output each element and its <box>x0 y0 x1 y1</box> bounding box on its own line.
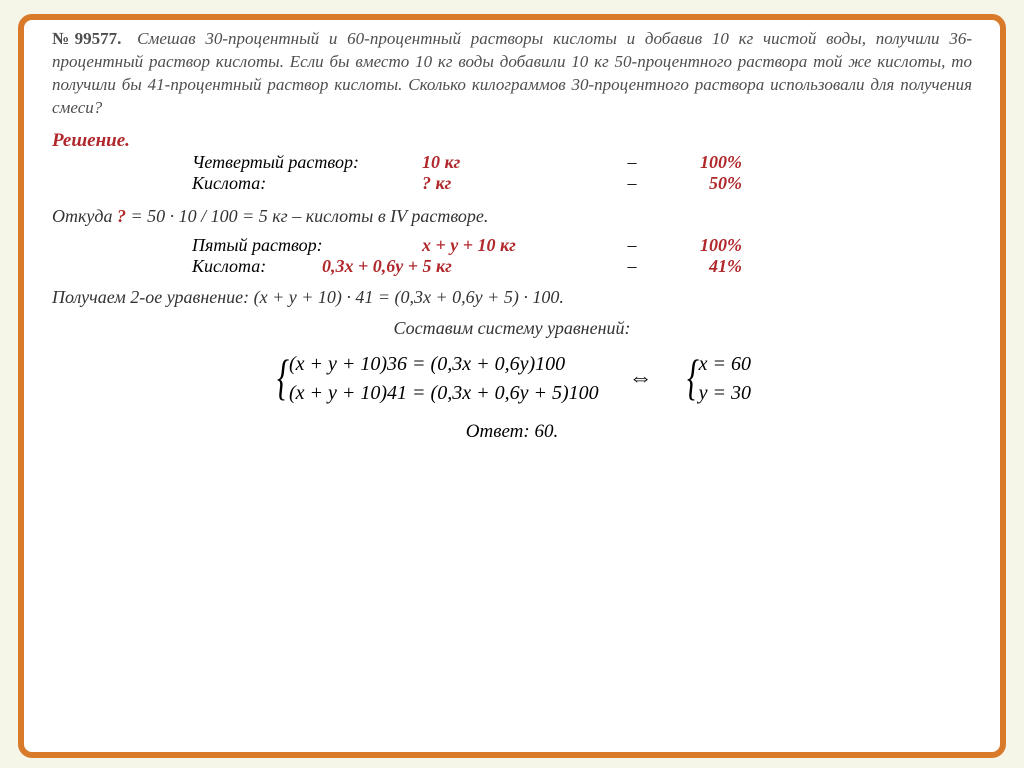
dash: – <box>612 152 652 173</box>
percent: 41% <box>652 256 742 277</box>
system-eq2: (x + y + 10)41 = (0,3x + 0,6y + 5)100 <box>289 382 599 405</box>
label: Пятый раствор: <box>192 235 422 256</box>
solution4-row1: Четвертый раствор: 10 кг – 100% <box>192 152 972 173</box>
label: Кислота: <box>192 256 322 277</box>
solution-heading: Решение. <box>52 130 972 152</box>
calc-rest: = 50 · 10 / 100 = 5 кг – кислоты в IV ра… <box>130 206 488 226</box>
dash: – <box>612 256 652 277</box>
problem-text: Смешав 30-процентный и 60-процентный рас… <box>52 29 972 117</box>
value: x + y + 10 кг <box>422 235 612 256</box>
solution5-row1: Пятый раствор: x + y + 10 кг – 100% <box>192 235 972 256</box>
value: 10 кг <box>422 152 612 173</box>
percent: 50% <box>652 173 742 194</box>
compose-system-line: Составим систему уравнений: <box>52 318 972 339</box>
problem-statement: №99577. Смешав 30-процентный и 60-процен… <box>52 28 972 120</box>
solution4-row2: Кислота: ? кг – 50% <box>192 173 972 194</box>
value: 0,3x + 0,6y + 5 кг <box>322 256 612 277</box>
percent: 100% <box>652 235 742 256</box>
solution-x: x = 60 <box>699 353 751 376</box>
brace-icon: { <box>277 352 289 402</box>
system-left: { (x + y + 10)36 = (0,3x + 0,6y)100 (x +… <box>273 353 599 405</box>
dash: – <box>612 173 652 194</box>
system-right: { x = 60 y = 30 <box>683 353 751 405</box>
problem-number: №99577. <box>52 29 121 48</box>
percent: 100% <box>652 152 742 173</box>
equation-system: { (x + y + 10)36 = (0,3x + 0,6y)100 (x +… <box>52 353 972 405</box>
content-frame: №99577. Смешав 30-процентный и 60-процен… <box>18 14 1006 758</box>
dash: – <box>612 235 652 256</box>
system-eq1: (x + y + 10)36 = (0,3x + 0,6y)100 <box>289 353 599 376</box>
value: ? кг <box>422 173 612 194</box>
equiv-arrow-icon: ⇔ <box>629 365 653 392</box>
calc-prefix: Откуда <box>52 206 117 226</box>
label: Кислота: <box>192 173 422 194</box>
brace-icon: { <box>687 352 699 402</box>
solution-y: y = 30 <box>699 382 751 405</box>
answer-line: Ответ: 60. <box>52 421 972 443</box>
solution5-row2: Кислота: 0,3x + 0,6y + 5 кг – 41% <box>192 256 972 277</box>
equation-2-line: Получаем 2-ое уравнение: (x + y + 10) · … <box>52 287 972 308</box>
calc-line-1: Откуда ? = 50 · 10 / 100 = 5 кг – кислот… <box>52 206 972 227</box>
question-mark: ? <box>117 206 126 226</box>
label: Четвертый раствор: <box>192 152 422 173</box>
